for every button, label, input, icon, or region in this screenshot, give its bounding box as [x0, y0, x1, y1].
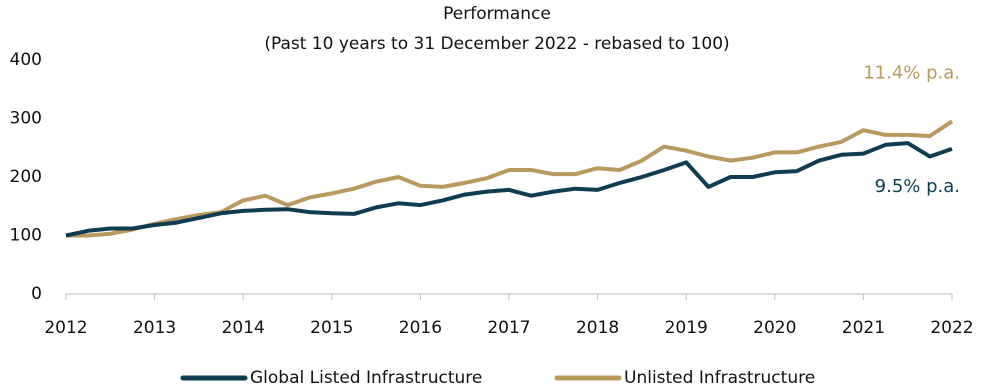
y-tick-label: 100 — [10, 226, 42, 246]
chart-subtitle: (Past 10 years to 31 December 2022 - reb… — [264, 34, 729, 54]
x-tick-label: 2014 — [222, 318, 265, 338]
y-tick-label: 200 — [10, 167, 42, 187]
x-tick-label: 2018 — [576, 318, 619, 338]
y-tick-label: 400 — [10, 50, 42, 70]
x-tick-label: 2013 — [133, 318, 176, 338]
x-tick-label: 2017 — [487, 318, 530, 338]
x-tick-label: 2021 — [842, 318, 885, 338]
y-tick-label: 300 — [10, 109, 42, 129]
x-tick-label: 2022 — [930, 318, 973, 338]
legend-label: Global Listed Infrastructure — [250, 368, 482, 388]
x-tick-label: 2016 — [399, 318, 442, 338]
annotation: 11.4% p.a. — [863, 62, 960, 83]
x-tick-label: 2012 — [44, 318, 87, 338]
series-line — [65, 141, 953, 238]
x-tick-label: 2020 — [753, 318, 796, 338]
x-tick-label: 2019 — [665, 318, 708, 338]
y-tick-label: 0 — [31, 284, 42, 304]
chart-title: Performance — [443, 4, 551, 24]
annotation: 9.5% p.a. — [875, 176, 960, 197]
legend-label: Unlisted Infrastructure — [624, 368, 815, 388]
x-tick-label: 2015 — [310, 318, 353, 338]
